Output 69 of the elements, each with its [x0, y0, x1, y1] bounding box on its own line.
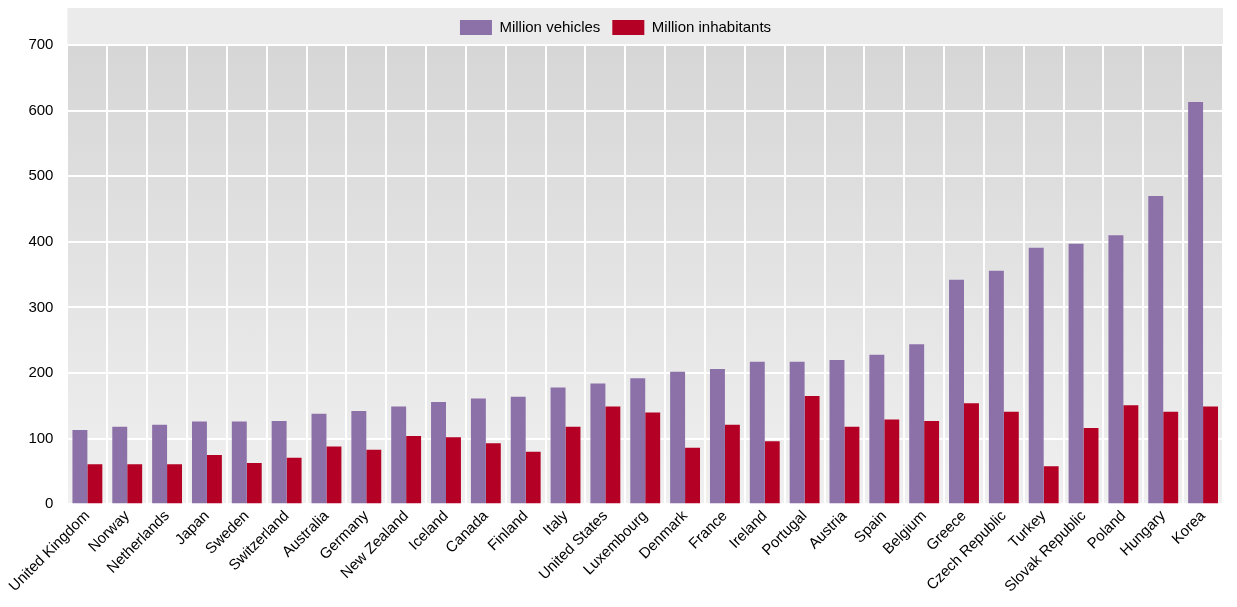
- bar: [869, 354, 885, 504]
- bar: [884, 419, 900, 504]
- bar: [1108, 235, 1124, 504]
- legend-label: Million inhabitants: [651, 17, 772, 35]
- bar: [1028, 247, 1044, 504]
- bar: [829, 359, 845, 504]
- bar: [112, 426, 128, 504]
- bar: [231, 421, 247, 504]
- bar: [191, 421, 207, 504]
- bar: [446, 437, 461, 504]
- bar: [964, 403, 979, 504]
- bar: [525, 451, 541, 504]
- bar: [1083, 428, 1099, 504]
- bar: [789, 361, 805, 504]
- bar: [724, 424, 740, 504]
- bar: [709, 369, 725, 504]
- bar: [510, 396, 526, 504]
- bar: [909, 344, 925, 504]
- bar: [351, 411, 367, 504]
- bar: [206, 455, 222, 504]
- bar: [645, 412, 661, 504]
- bar: [685, 447, 701, 504]
- bar: [1188, 102, 1204, 504]
- bar: [1068, 243, 1084, 504]
- bar: [286, 457, 302, 504]
- bar: [949, 279, 964, 504]
- y-tick-label: 600: [28, 100, 54, 118]
- bar: [366, 449, 382, 504]
- bar: [630, 378, 646, 504]
- bar: [1043, 466, 1059, 504]
- y-tick-label: 200: [28, 363, 54, 381]
- y-tick-label: 400: [28, 231, 54, 249]
- bar: [988, 270, 1004, 504]
- y-tick-label: 100: [28, 428, 54, 446]
- bar: [72, 430, 88, 504]
- bar: [127, 464, 143, 504]
- bar: [311, 413, 327, 504]
- bar: [565, 426, 581, 504]
- bar: [804, 395, 820, 504]
- bar: [1203, 406, 1219, 504]
- bar: [470, 398, 486, 504]
- bar: [326, 446, 342, 504]
- bar: [406, 435, 422, 504]
- bar: [167, 464, 183, 504]
- x-tick-label: Italy: [539, 506, 571, 539]
- legend-label: Million vehicles: [499, 17, 601, 35]
- bar: [844, 426, 860, 504]
- bar: [87, 464, 103, 504]
- bar: [152, 424, 168, 504]
- bar: [431, 401, 446, 504]
- y-tick-label: 0: [45, 494, 54, 512]
- bar: [246, 462, 262, 504]
- y-tick-label: 700: [28, 35, 54, 53]
- bar: [271, 420, 287, 504]
- bar: [605, 406, 621, 504]
- bar: [749, 361, 765, 504]
- y-tick-label: 500: [28, 166, 54, 184]
- bar: [924, 420, 940, 504]
- bar: [670, 371, 686, 504]
- bar: [1123, 405, 1139, 504]
- bar: [1003, 411, 1019, 504]
- y-tick-label: 300: [28, 297, 54, 315]
- bar: [590, 383, 606, 504]
- bar: [1148, 195, 1164, 504]
- bar: [764, 441, 780, 504]
- bar: [550, 387, 566, 504]
- bar: [485, 443, 501, 504]
- bar: [391, 406, 407, 504]
- bar: [1163, 411, 1179, 504]
